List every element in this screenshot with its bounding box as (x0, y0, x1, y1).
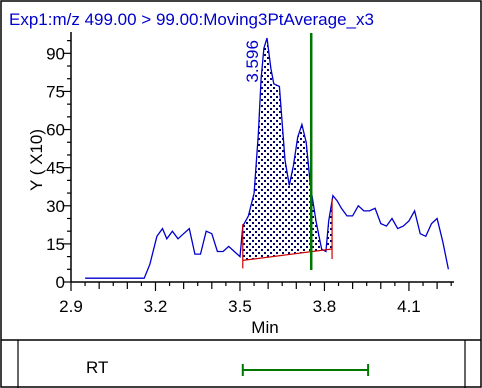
x-tick-label: 3.8 (313, 297, 337, 316)
y-axis-label: Y ( X10) (27, 129, 46, 191)
x-ticks-group: 2.9 3.2 3.5 3.8 4.1 (59, 282, 451, 316)
rt-panel-label: RT (86, 358, 108, 377)
x-axis-label: Min (251, 318, 278, 337)
y-tick-label: 75 (46, 82, 65, 101)
x-tick-label: 4.1 (397, 297, 421, 316)
rt-window-bar (243, 364, 368, 376)
y-tick-label: 60 (46, 121, 65, 140)
y-tick-label: 30 (46, 197, 65, 216)
chart-title: Exp1:m/z 499.00 > 99.00:Moving3PtAverage… (9, 10, 374, 29)
y-ticks-group: 0 15 30 45 60 75 90 (46, 41, 71, 292)
peak-rt-label: 3.596 (243, 40, 262, 83)
x-tick-label: 3.2 (144, 297, 168, 316)
y-tick-label: 0 (56, 273, 65, 292)
y-tick-label: 15 (46, 235, 65, 254)
x-tick-label: 2.9 (59, 297, 83, 316)
x-tick-label: 3.5 (228, 297, 252, 316)
y-tick-label: 90 (46, 44, 65, 63)
y-tick-label: 45 (46, 159, 65, 178)
